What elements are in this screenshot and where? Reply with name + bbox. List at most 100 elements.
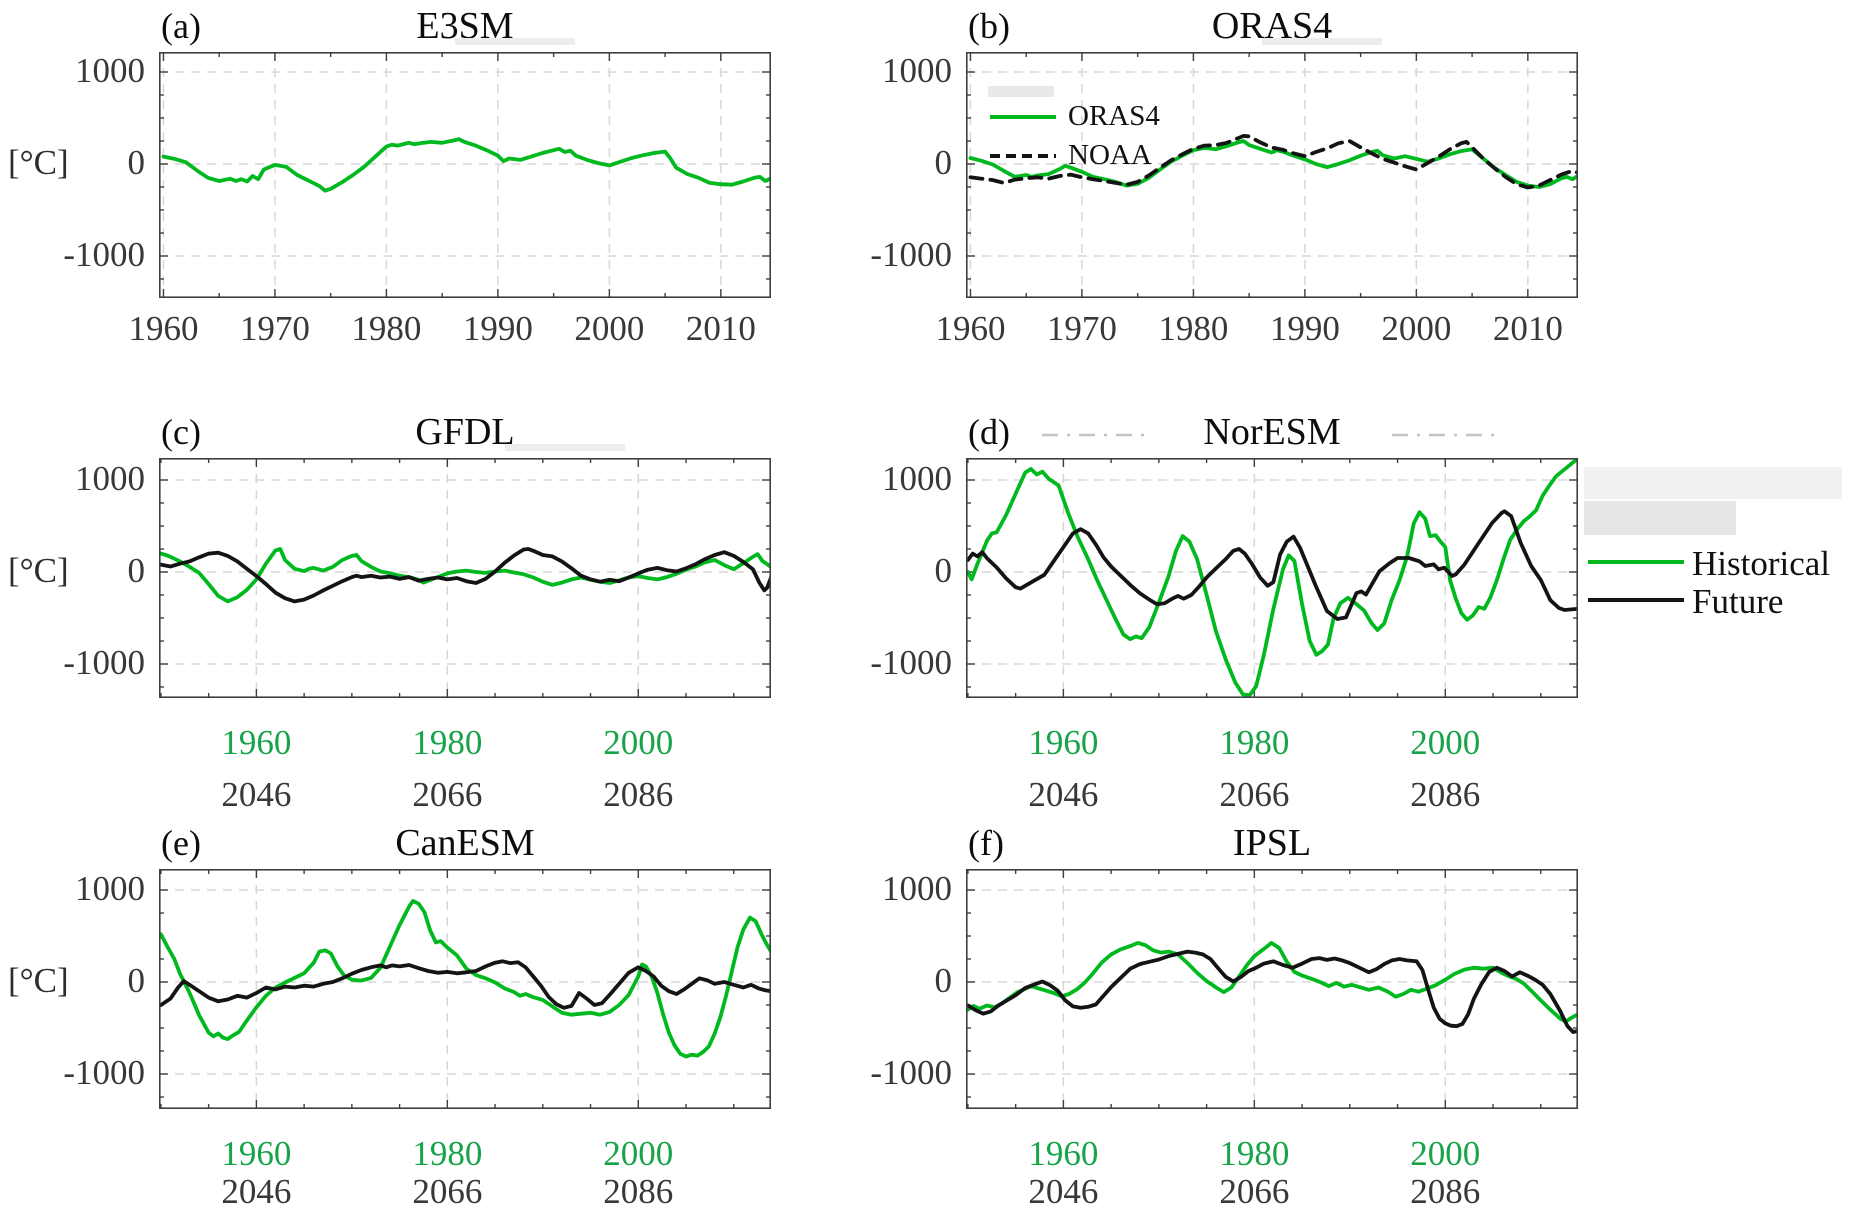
axes-frame (159, 869, 771, 1109)
x-tick-label-historical: 1980 (1219, 1134, 1290, 1173)
axes-frame (966, 458, 1578, 698)
series-line-future (967, 949, 1577, 1034)
y-tick-label: -1000 (870, 643, 952, 682)
series-line-historical (967, 459, 1577, 697)
x-tick-label: 1960 (935, 309, 1006, 348)
series-line-historical (160, 899, 770, 1059)
x-tick-label-future: 2086 (1410, 1172, 1481, 1209)
panel-title: GFDL (415, 411, 515, 453)
panel-letter: (b) (968, 6, 1010, 46)
plot-area-ORAS4 (966, 52, 1578, 298)
compression-artifact (455, 38, 575, 45)
x-tick-label-historical: 1980 (1219, 723, 1290, 762)
panel-letter: (d) (968, 412, 1010, 452)
x-tick-label-historical: 2000 (1410, 1134, 1481, 1173)
series-line-historical (967, 941, 1577, 1024)
x-tick-label-future: 2066 (1219, 1172, 1290, 1209)
compression-artifact (1584, 467, 1842, 499)
panel-letter: (c) (161, 412, 201, 452)
compression-artifact (1584, 501, 1736, 535)
y-tick-label: -1000 (63, 235, 145, 274)
plot-area-CanESM (159, 869, 771, 1109)
y-tick-label: 0 (934, 551, 953, 590)
y-tick-label: -1000 (870, 1053, 952, 1092)
y-tick-label: 1000 (75, 869, 145, 908)
x-tick-label-future: 2086 (603, 775, 674, 814)
y-axis-unit-label: [°C] (8, 551, 69, 590)
series-line-future (967, 509, 1577, 621)
y-tick-label: 0 (934, 961, 953, 1000)
x-tick-label-future: 2066 (1219, 775, 1290, 814)
panel-letter: (a) (161, 6, 201, 46)
y-axis-unit-label: [°C] (8, 961, 69, 1000)
x-tick-label-historical: 1960 (1028, 1134, 1099, 1173)
x-tick-label: 2010 (685, 309, 756, 348)
x-tick-label-future: 2086 (603, 1172, 674, 1209)
historical-line-swatch (1588, 560, 1684, 564)
compression-artifact (1392, 433, 1500, 437)
y-tick-label: 1000 (882, 51, 952, 90)
panel-title: NorESM (1203, 411, 1341, 453)
compression-artifact (988, 86, 1054, 97)
plot-area-NorESM (966, 458, 1578, 698)
x-tick-label-historical: 2000 (603, 1134, 674, 1173)
y-tick-label: -1000 (63, 643, 145, 682)
compression-artifact (1042, 433, 1150, 437)
x-tick-label-historical: 1960 (221, 1134, 292, 1173)
x-tick-label-future: 2086 (1410, 775, 1481, 814)
x-tick-label-future: 2046 (221, 775, 292, 814)
inner-legend-label-oras4: ORAS4 (1068, 100, 1160, 132)
series-line-e3sm (161, 137, 770, 193)
noaa-line-swatch (990, 154, 1056, 158)
panel-letter: (f) (968, 823, 1004, 863)
compression-artifact (1262, 38, 1382, 45)
future-line-swatch (1588, 598, 1684, 602)
series-line-future (160, 547, 770, 604)
legend-label-historical: Historical (1692, 544, 1831, 583)
x-tick-label: 1990 (1269, 309, 1340, 348)
legend-label-future: Future (1692, 582, 1784, 621)
series-line-historical (160, 547, 770, 604)
x-tick-label-future: 2046 (1028, 775, 1099, 814)
axes-frame (159, 52, 771, 298)
y-tick-label: 1000 (882, 869, 952, 908)
y-tick-label: -1000 (870, 235, 952, 274)
x-tick-label-historical: 2000 (1410, 723, 1481, 762)
plot-area-E3SM (159, 52, 771, 298)
axes-frame (966, 869, 1578, 1109)
x-tick-label: 1970 (239, 309, 310, 348)
series-line-noaa (968, 134, 1577, 190)
compression-artifact (505, 444, 625, 451)
x-tick-label: 1970 (1046, 309, 1117, 348)
x-tick-label-historical: 1980 (412, 723, 483, 762)
panel-letter: (e) (161, 823, 201, 863)
y-tick-label: 0 (127, 143, 146, 182)
y-tick-label: 0 (934, 143, 953, 182)
panel-title: CanESM (395, 822, 535, 864)
y-axis-unit-label: [°C] (8, 143, 69, 182)
x-tick-label: 2000 (1381, 309, 1452, 348)
series-line-future (160, 959, 770, 1010)
y-tick-label: 0 (127, 961, 146, 1000)
y-tick-label: 1000 (882, 459, 952, 498)
x-tick-label: 1990 (462, 309, 533, 348)
x-tick-label: 1960 (128, 309, 199, 348)
y-tick-label: 0 (127, 551, 146, 590)
figure-legend: Historical Future (1560, 467, 1863, 635)
plot-area-GFDL (159, 458, 771, 698)
panel-title: IPSL (1232, 822, 1312, 864)
x-tick-label-historical: 2000 (603, 723, 674, 762)
x-tick-label-historical: 1960 (1028, 723, 1099, 762)
oras4-line-swatch (990, 115, 1056, 119)
x-tick-label: 2010 (1492, 309, 1563, 348)
x-tick-label: 1980 (1158, 309, 1229, 348)
x-tick-label-historical: 1960 (221, 723, 292, 762)
axes-frame (966, 52, 1578, 298)
x-tick-label-future: 2046 (1028, 1172, 1099, 1209)
x-tick-label-future: 2066 (412, 1172, 483, 1209)
y-tick-label: 1000 (75, 459, 145, 498)
inner-legend-label-noaa: NOAA (1068, 139, 1152, 171)
y-tick-label: -1000 (63, 1053, 145, 1092)
y-tick-label: 1000 (75, 51, 145, 90)
